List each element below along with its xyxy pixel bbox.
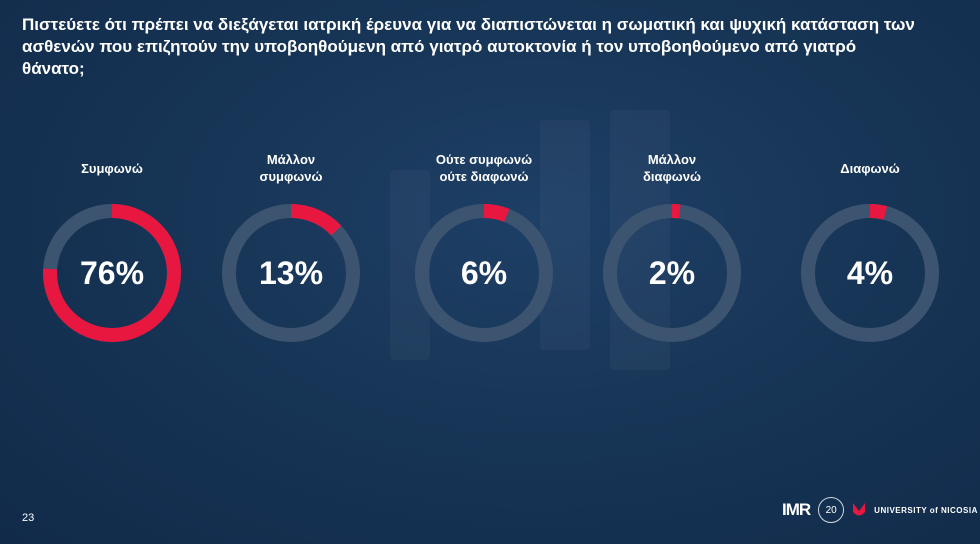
percentage-value: 13% bbox=[258, 254, 324, 291]
donut-item: Μάλλον διαφωνώ 2% bbox=[597, 148, 747, 348]
donut: 76% bbox=[37, 198, 187, 348]
donut-ring bbox=[801, 204, 939, 342]
university-emblem-icon bbox=[852, 502, 866, 518]
donut-item: Διαφωνώ 4% bbox=[795, 148, 945, 348]
donut-ring bbox=[222, 204, 360, 342]
donut: 2% bbox=[597, 198, 747, 348]
university-logo: UNIVERSITY of NICOSIA bbox=[874, 505, 978, 515]
survey-question: Πιστεύετε ότι πρέπει να διεξάγεται ιατρι… bbox=[22, 15, 915, 78]
category-label: Διαφωνώ bbox=[840, 160, 900, 176]
page-number: 23 bbox=[22, 512, 35, 524]
donut-value-arc bbox=[43, 204, 181, 342]
donut-value-arc bbox=[415, 204, 553, 342]
imr-logo: IMR bbox=[782, 500, 811, 519]
percentage-value: 6% bbox=[460, 254, 508, 291]
category-label: Μάλλον συμφωνώ bbox=[259, 152, 323, 184]
donut: 6% bbox=[409, 198, 559, 348]
donut: 13% bbox=[216, 198, 366, 348]
donut-ring bbox=[415, 204, 553, 342]
percentage-value: 76% bbox=[79, 254, 145, 291]
donut-ring bbox=[43, 204, 181, 342]
anniversary-logo: 20 bbox=[818, 497, 845, 523]
donut-value-arc bbox=[801, 204, 939, 342]
category-label: Ούτε συμφωνώ ούτε διαφωνώ bbox=[435, 152, 533, 184]
donut-value-arc bbox=[603, 204, 741, 342]
percentage-value: 4% bbox=[846, 254, 894, 291]
donut-item: Συμφωνώ 76% bbox=[37, 148, 187, 348]
percentage-value: 2% bbox=[648, 254, 696, 291]
category-label: Μάλλον διαφωνώ bbox=[643, 152, 701, 184]
donut-value-arc bbox=[222, 204, 360, 342]
footer-logos: IMR 20 UNIVERSITY of NICOSIA bbox=[782, 497, 978, 523]
donut-item: Ούτε συμφωνώ ούτε διαφωνώ 6% bbox=[409, 148, 559, 348]
donut-item: Μάλλον συμφωνώ 13% bbox=[216, 148, 366, 348]
category-label: Συμφωνώ bbox=[81, 160, 143, 176]
donut: 4% bbox=[795, 198, 945, 348]
donut-ring bbox=[603, 204, 741, 342]
